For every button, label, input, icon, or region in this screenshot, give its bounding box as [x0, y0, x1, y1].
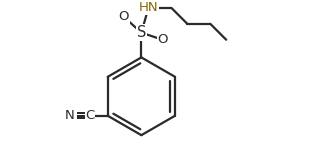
- Text: C: C: [86, 109, 95, 122]
- Text: S: S: [137, 25, 146, 40]
- Text: O: O: [157, 33, 168, 46]
- Text: N: N: [64, 109, 74, 122]
- Text: O: O: [118, 10, 129, 23]
- Text: HN: HN: [139, 1, 158, 14]
